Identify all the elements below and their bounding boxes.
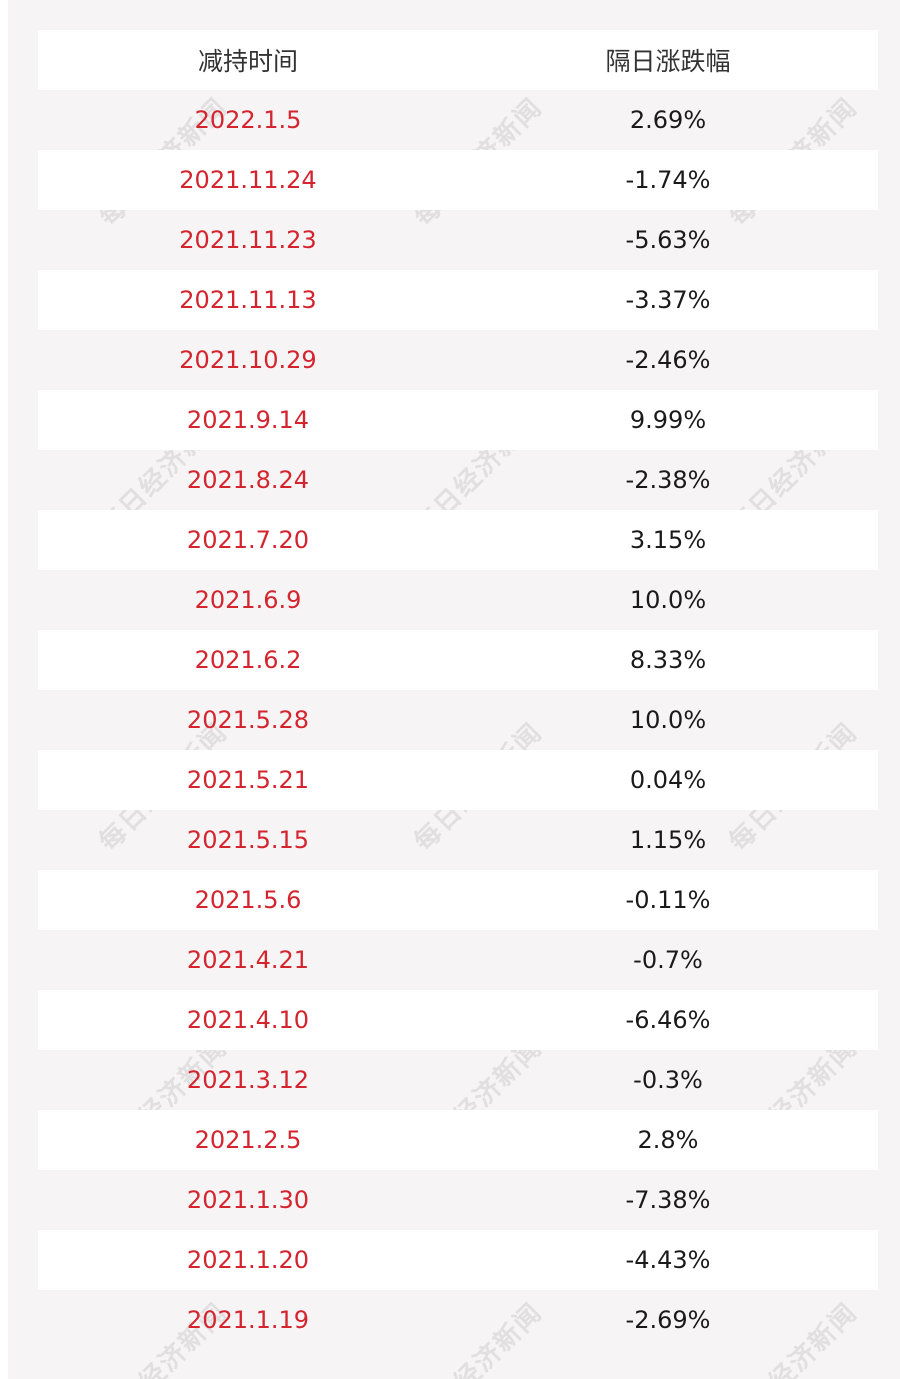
next-day-change-cell: -3.37% [625,286,711,314]
next-day-change-cell: -7.38% [625,1186,711,1214]
table-row: 2021.7.20 3.15% [38,510,878,570]
next-day-change-cell: 8.33% [629,646,707,674]
next-day-change-cell: -2.46% [625,346,711,374]
reduce-date-cell: 2021.4.10 [186,1006,310,1034]
table-row: 2021.10.29 -2.46% [38,330,878,390]
next-day-change-cell: -0.3% [633,1066,703,1094]
table-panel: 每日经济新闻 每日经济新闻 每日经济新闻 每日经济新闻 每日经济新闻 每日经济新闻 每日经济… [8,0,900,1379]
reduce-date-cell: 2021.11.23 [179,226,317,254]
next-day-change-cell: -6.46% [625,1006,711,1034]
reduce-date-cell: 2021.5.15 [186,826,310,854]
data-table: 减持时间 隔日涨跌幅 2022.1.5 2.69% 2021.11.24 -1.74%… [38,30,878,1350]
reduce-date-cell: 2022.1.5 [194,106,302,134]
table-header: 减持时间 隔日涨跌幅 [38,30,878,90]
next-day-change-cell: 2.69% [629,106,707,134]
next-day-change-cell: -5.63% [625,226,711,254]
table-row: 2021.2.5 2.8% [38,1110,878,1170]
table-row: 2021.4.21 -0.7% [38,930,878,990]
next-day-change-cell: 2.8% [637,1126,699,1154]
table-row: 2021.3.12 -0.3% [38,1050,878,1110]
next-day-change-cell: 0.04% [629,766,707,794]
next-day-change-cell: -4.43% [625,1246,711,1274]
table-row: 2021.1.30 -7.38% [38,1170,878,1230]
table-row: 2021.5.21 0.04% [38,750,878,810]
next-day-change-cell: -1.74% [625,166,711,194]
reduce-date-cell: 2021.1.19 [186,1306,310,1334]
next-day-change-cell: -0.11% [625,886,711,914]
next-day-change-cell: 1.15% [629,826,707,854]
header-change: 隔日涨跌幅 [605,47,731,76]
reduce-date-cell: 2021.4.21 [186,946,310,974]
reduce-date-cell: 2021.5.6 [194,886,302,914]
table-row: 2021.5.15 1.15% [38,810,878,870]
table-row: 2021.1.20 -4.43% [38,1230,878,1290]
table-row: 2021.11.24 -1.74% [38,150,878,210]
reduce-date-cell: 2021.10.29 [179,346,317,374]
reduce-date-cell: 2021.6.9 [194,586,302,614]
reduce-date-cell: 2021.7.20 [186,526,310,554]
reduce-date-cell: 2021.2.5 [194,1126,302,1154]
next-day-change-cell: -2.38% [625,466,711,494]
table-row: 2021.6.9 10.0% [38,570,878,630]
table-row: 2021.1.19 -2.69% [38,1290,878,1350]
next-day-change-cell: -0.7% [633,946,703,974]
next-day-change-cell: -2.69% [625,1306,711,1334]
table-row: 2021.5.6 -0.11% [38,870,878,930]
reduce-date-cell: 2021.1.30 [186,1186,310,1214]
reduce-date-cell: 2021.3.12 [186,1066,310,1094]
table-row: 2021.8.24 -2.38% [38,450,878,510]
reduce-date-cell: 2021.5.21 [186,766,310,794]
reduce-date-cell: 2021.1.20 [186,1246,310,1274]
reduce-date-cell: 2021.5.28 [186,706,310,734]
next-day-change-cell: 9.99% [629,406,707,434]
table-row: 2021.9.14 9.99% [38,390,878,450]
table-row: 2021.4.10 -6.46% [38,990,878,1050]
table-row: 2022.1.5 2.69% [38,90,878,150]
reduce-date-cell: 2021.11.24 [179,166,317,194]
table-row: 2021.11.23 -5.63% [38,210,878,270]
reduce-date-cell: 2021.6.2 [194,646,302,674]
next-day-change-cell: 10.0% [629,706,707,734]
reduce-date-cell: 2021.8.24 [186,466,310,494]
header-date: 减持时间 [197,47,298,76]
reduce-date-cell: 2021.11.13 [179,286,317,314]
table-row: 2021.11.13 -3.37% [38,270,878,330]
next-day-change-cell: 10.0% [629,586,707,614]
next-day-change-cell: 3.15% [629,526,707,554]
reduce-date-cell: 2021.9.14 [186,406,310,434]
table-row: 2021.6.2 8.33% [38,630,878,690]
table-row: 2021.5.28 10.0% [38,690,878,750]
